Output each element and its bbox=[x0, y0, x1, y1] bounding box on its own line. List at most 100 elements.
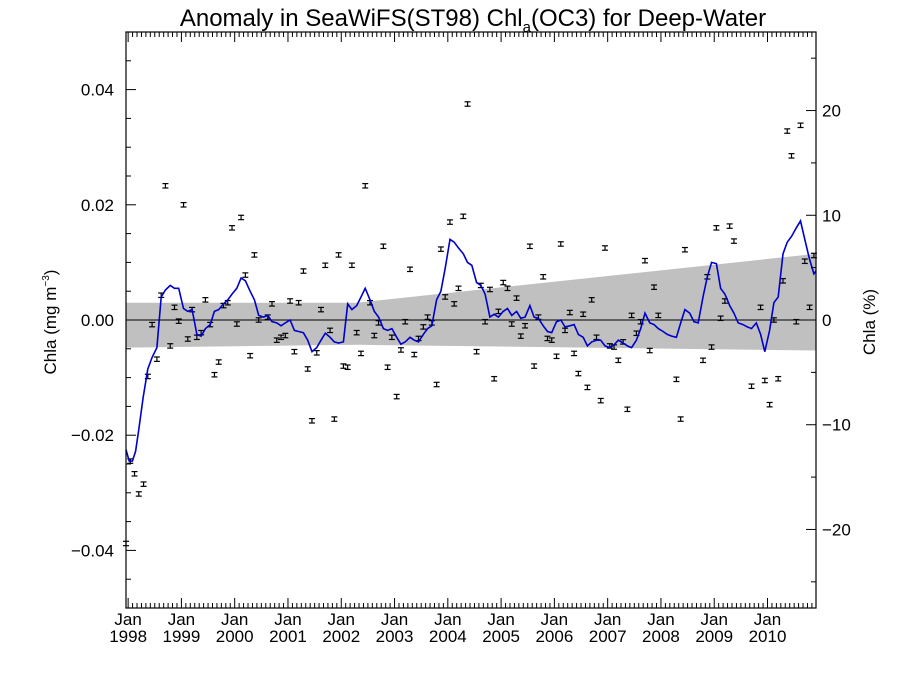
y-tick-right: 10 bbox=[822, 206, 841, 225]
data-point bbox=[411, 351, 418, 358]
y-tick-left: 0.02 bbox=[81, 196, 114, 215]
data-point bbox=[806, 304, 813, 311]
x-tick-month: Jan bbox=[541, 610, 568, 629]
data-point bbox=[531, 363, 538, 369]
data-point bbox=[446, 219, 453, 225]
x-tick-year: 2006 bbox=[535, 627, 573, 646]
data-point bbox=[278, 334, 285, 341]
data-point bbox=[340, 363, 347, 369]
data-point bbox=[566, 309, 573, 316]
data-point bbox=[380, 243, 387, 250]
data-point bbox=[548, 337, 555, 343]
data-point bbox=[291, 348, 298, 355]
x-tick-year: 2001 bbox=[269, 627, 307, 646]
x-tick-year: 2007 bbox=[589, 627, 627, 646]
data-point bbox=[362, 182, 369, 189]
data-point bbox=[335, 252, 342, 258]
data-point bbox=[681, 246, 688, 253]
data-point bbox=[584, 384, 591, 391]
data-point bbox=[571, 350, 578, 357]
data-point bbox=[748, 383, 755, 390]
data-point bbox=[397, 347, 404, 353]
data-point bbox=[233, 321, 240, 327]
data-point bbox=[784, 128, 791, 134]
data-point bbox=[451, 301, 458, 307]
data-point bbox=[801, 258, 808, 265]
data-point bbox=[726, 223, 733, 229]
x-tick-month: Jan bbox=[114, 610, 141, 629]
data-point bbox=[131, 470, 138, 477]
data-point bbox=[247, 352, 254, 359]
data-point bbox=[162, 182, 169, 189]
x-axis: Jan1998Jan1999Jan2000Jan2001Jan2002Jan20… bbox=[109, 32, 813, 646]
data-point bbox=[455, 285, 462, 292]
data-point bbox=[473, 348, 480, 355]
data-point bbox=[242, 272, 249, 278]
data-point bbox=[140, 481, 147, 487]
data-point bbox=[557, 241, 564, 247]
data-point bbox=[229, 225, 236, 231]
data-point bbox=[273, 337, 280, 343]
data-point bbox=[713, 225, 720, 231]
x-tick-month: Jan bbox=[701, 610, 728, 629]
y-tick-left: −0.02 bbox=[71, 426, 114, 445]
y-tick-right: −20 bbox=[822, 520, 851, 539]
x-tick-year: 2009 bbox=[695, 627, 733, 646]
data-point bbox=[424, 314, 431, 320]
data-point bbox=[282, 332, 289, 339]
data-point bbox=[215, 359, 222, 365]
data-point bbox=[353, 329, 360, 336]
data-point bbox=[460, 213, 467, 220]
data-point bbox=[149, 321, 156, 328]
data-point bbox=[202, 297, 209, 303]
data-point bbox=[184, 336, 191, 342]
data-point bbox=[344, 364, 351, 371]
x-tick-month: Jan bbox=[647, 610, 674, 629]
x-tick-year: 2004 bbox=[429, 627, 467, 646]
x-tick-month: Jan bbox=[754, 610, 781, 629]
data-point bbox=[308, 418, 315, 424]
x-tick-year: 2008 bbox=[642, 627, 680, 646]
y-tick-right: 0 bbox=[822, 311, 831, 330]
x-tick-month: Jan bbox=[434, 610, 461, 629]
y-axis-right: −20 −10 0 10 20 bbox=[806, 57, 851, 583]
data-point bbox=[757, 304, 764, 311]
data-point bbox=[327, 327, 334, 334]
data-point bbox=[597, 397, 604, 404]
data-point bbox=[180, 202, 187, 208]
plot-area bbox=[123, 101, 817, 547]
data-point bbox=[602, 245, 609, 251]
data-point bbox=[331, 416, 338, 422]
data-point bbox=[420, 324, 427, 330]
x-tick-month: Jan bbox=[274, 610, 301, 629]
data-point bbox=[442, 294, 449, 300]
y-tick-left: −0.04 bbox=[71, 541, 114, 560]
y-tick-right: 20 bbox=[822, 102, 841, 121]
data-point bbox=[491, 375, 498, 382]
data-point bbox=[371, 332, 378, 339]
x-tick-month: Jan bbox=[168, 610, 195, 629]
data-point bbox=[562, 327, 569, 334]
data-point bbox=[482, 318, 489, 325]
data-point bbox=[304, 366, 311, 372]
data-point bbox=[348, 262, 355, 269]
data-point bbox=[393, 393, 400, 400]
data-point bbox=[357, 350, 364, 357]
data-points bbox=[123, 101, 817, 547]
data-point bbox=[486, 286, 493, 293]
data-point bbox=[588, 297, 595, 303]
data-point bbox=[651, 284, 658, 290]
data-point bbox=[761, 377, 768, 384]
data-point bbox=[167, 343, 174, 349]
data-point bbox=[766, 401, 773, 408]
x-tick-year: 2000 bbox=[216, 627, 254, 646]
data-point bbox=[544, 335, 551, 342]
y-axis-right-label: Chla (%) bbox=[860, 289, 879, 355]
y-tick-left: 0.04 bbox=[81, 81, 114, 100]
data-point bbox=[513, 295, 520, 301]
x-tick-year: 2002 bbox=[322, 627, 360, 646]
data-point bbox=[268, 301, 275, 307]
data-point bbox=[437, 246, 444, 252]
x-tick-year: 2003 bbox=[376, 627, 414, 646]
data-point bbox=[255, 317, 262, 323]
